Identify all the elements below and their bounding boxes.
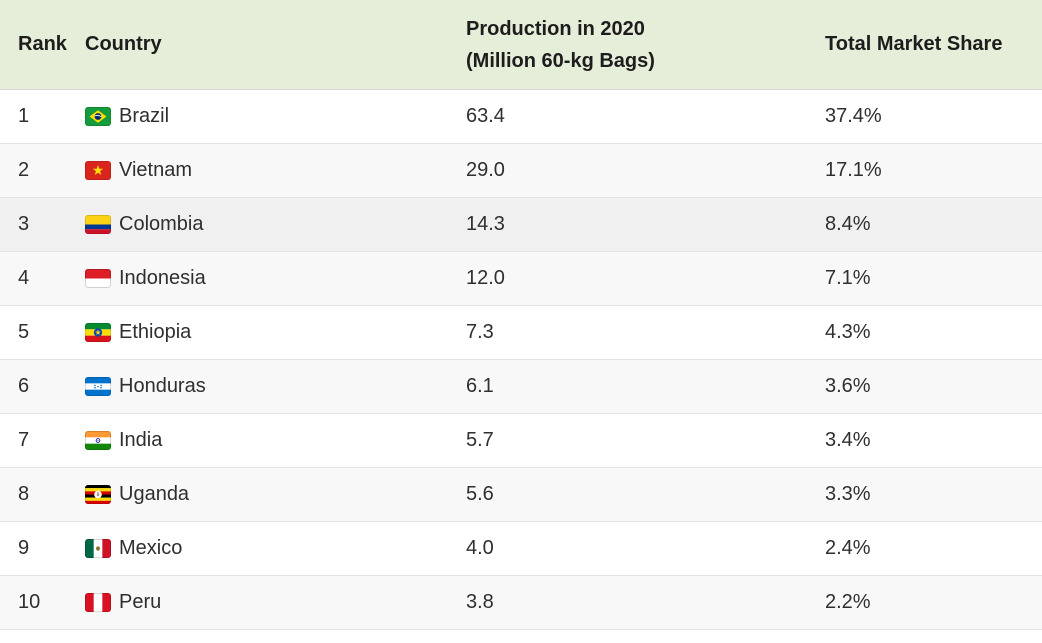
market-share-cell: 3.6% bbox=[825, 375, 871, 397]
header-production: Production in 2020 (Million 60-kg Bags) bbox=[466, 13, 825, 77]
flag-honduras-icon bbox=[85, 377, 111, 396]
table-row-uganda: 8 Uganda 5.6 3.3% bbox=[0, 468, 1042, 522]
market-share-cell: 8.4% bbox=[825, 213, 871, 235]
flag-uganda-icon bbox=[85, 485, 111, 504]
table-row-brazil: 1 Brazil 63.4 37.4% bbox=[0, 90, 1042, 144]
country-cell: Colombia bbox=[85, 213, 466, 236]
country-name: Honduras bbox=[119, 375, 206, 397]
rank-cell: 9 bbox=[18, 537, 30, 559]
flag-indonesia-icon bbox=[85, 269, 111, 288]
market-share-cell: 2.4% bbox=[825, 537, 871, 559]
country-name: Colombia bbox=[119, 213, 204, 235]
rank-cell: 8 bbox=[18, 483, 30, 505]
flag-ethiopia-icon bbox=[85, 323, 111, 342]
market-share-cell: 7.1% bbox=[825, 267, 871, 289]
country-cell: Ethiopia bbox=[85, 321, 466, 344]
country-cell: India bbox=[85, 429, 466, 452]
table-row-mexico: 9 Mexico 4.0 2.4% bbox=[0, 522, 1042, 576]
market-share-cell: 4.3% bbox=[825, 321, 871, 343]
production-cell: 4.0 bbox=[466, 537, 494, 559]
rank-cell: 1 bbox=[18, 105, 30, 127]
header-production-line1: Production in 2020 bbox=[466, 17, 645, 40]
rank-cell: 7 bbox=[18, 429, 30, 451]
table-row-ethiopia: 5 Ethiopia 7.3 4.3% bbox=[0, 306, 1042, 360]
market-share-cell: 17.1% bbox=[825, 159, 882, 181]
country-cell: Uganda bbox=[85, 483, 466, 506]
rank-cell: 4 bbox=[18, 267, 30, 289]
rank-cell: 3 bbox=[18, 213, 30, 235]
rank-cell: 2 bbox=[18, 159, 30, 181]
rank-cell: 5 bbox=[18, 321, 30, 343]
production-cell: 3.8 bbox=[466, 591, 494, 613]
coffee-production-table: Rank Country Production in 2020 (Million… bbox=[0, 0, 1042, 630]
country-cell: Mexico bbox=[85, 537, 466, 560]
country-name: Brazil bbox=[119, 105, 170, 127]
flag-vietnam-icon bbox=[85, 161, 111, 180]
rank-cell: 6 bbox=[18, 375, 30, 397]
flag-brazil-icon bbox=[85, 107, 111, 126]
flag-peru-icon bbox=[85, 593, 111, 612]
market-share-cell: 3.3% bbox=[825, 483, 871, 505]
table-header: Rank Country Production in 2020 (Million… bbox=[0, 0, 1042, 90]
table-row-india: 7 India 5.7 3.4% bbox=[0, 414, 1042, 468]
header-total-market-share: Total Market Share bbox=[825, 33, 1003, 55]
country-name: Uganda bbox=[119, 483, 190, 505]
table-row-vietnam: 2 Vietnam 29.0 17.1% bbox=[0, 144, 1042, 198]
country-cell: Indonesia bbox=[85, 267, 466, 290]
header-rank: Rank bbox=[18, 33, 67, 55]
market-share-cell: 3.4% bbox=[825, 429, 871, 451]
production-cell: 5.7 bbox=[466, 429, 494, 451]
flag-colombia-icon bbox=[85, 215, 111, 234]
flag-india-icon bbox=[85, 431, 111, 450]
flag-mexico-icon bbox=[85, 539, 111, 558]
country-name: India bbox=[119, 429, 163, 451]
country-cell: Vietnam bbox=[85, 159, 466, 182]
country-name: Ethiopia bbox=[119, 321, 192, 343]
country-cell: Honduras bbox=[85, 375, 466, 398]
market-share-cell: 37.4% bbox=[825, 105, 882, 127]
production-cell: 12.0 bbox=[466, 267, 505, 289]
rank-cell: 10 bbox=[18, 591, 41, 613]
header-production-line2: (Million 60-kg Bags) bbox=[466, 49, 655, 72]
header-country: Country bbox=[85, 33, 162, 55]
market-share-cell: 2.2% bbox=[825, 591, 871, 613]
production-cell: 7.3 bbox=[466, 321, 494, 343]
table-body: 1 Brazil 63.4 37.4% 2 Vietnam 29.0 17.1% 3 Colomb… bbox=[0, 90, 1042, 630]
production-cell: 6.1 bbox=[466, 375, 494, 397]
production-cell: 5.6 bbox=[466, 483, 494, 505]
table-row-honduras: 6 Honduras 6.1 3.6% bbox=[0, 360, 1042, 414]
country-cell: Peru bbox=[85, 591, 466, 614]
table-row-colombia: 3 Colombia 14.3 8.4% bbox=[0, 198, 1042, 252]
table-row-peru: 10 Peru 3.8 2.2% bbox=[0, 576, 1042, 630]
production-cell: 14.3 bbox=[466, 213, 505, 235]
country-name: Vietnam bbox=[119, 159, 193, 181]
table-row-indonesia: 4 Indonesia 12.0 7.1% bbox=[0, 252, 1042, 306]
country-name: Mexico bbox=[119, 537, 183, 559]
country-name: Peru bbox=[119, 591, 162, 613]
production-cell: 29.0 bbox=[466, 159, 505, 181]
country-cell: Brazil bbox=[85, 105, 466, 128]
country-name: Indonesia bbox=[119, 267, 206, 289]
production-cell: 63.4 bbox=[466, 105, 505, 127]
